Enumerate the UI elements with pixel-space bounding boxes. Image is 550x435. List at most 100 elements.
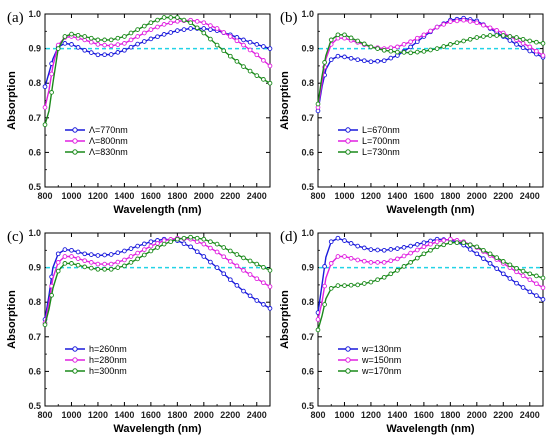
series-point (448, 19, 453, 24)
series-point (128, 254, 134, 259)
series-point (408, 260, 413, 265)
series-point (520, 45, 526, 51)
series-point (241, 268, 246, 273)
series-point (421, 32, 427, 38)
series-point (115, 265, 121, 270)
series-point (128, 44, 134, 50)
series-point (42, 105, 48, 110)
series-point (461, 38, 466, 44)
series-point (514, 280, 519, 286)
series-point (88, 39, 94, 45)
series-point (128, 260, 134, 265)
series-point (148, 243, 154, 249)
series-point (520, 273, 526, 279)
series-point (82, 47, 88, 53)
series-point (175, 236, 180, 242)
x-axis-title: Wavelength (nm) (386, 204, 475, 216)
y-tick-label: 0.7 (28, 113, 41, 123)
series-point (201, 236, 207, 242)
series-point (108, 43, 114, 49)
series-point (188, 234, 193, 240)
series-point (55, 260, 61, 265)
panel-label: (c) (7, 229, 24, 245)
series-point (342, 54, 347, 60)
series-point (49, 71, 54, 77)
plot-frame (44, 13, 271, 188)
y-tick-label: 0.5 (301, 401, 314, 411)
series-point (388, 55, 394, 61)
series-point (461, 17, 466, 23)
series-point (355, 38, 361, 44)
series-point (175, 18, 180, 24)
y-tick-label: 0.5 (301, 182, 314, 192)
x-tick-label: 1400 (387, 191, 407, 201)
x-tick-label: 2000 (467, 410, 487, 420)
x-axis-title: Wavelength (nm) (386, 423, 475, 435)
series-point (408, 250, 413, 256)
series-point (221, 271, 227, 277)
series-point (148, 36, 154, 42)
series-point (514, 35, 519, 40)
series-point (155, 17, 160, 23)
series-point (95, 37, 101, 43)
series-point (102, 252, 107, 258)
y-tick-label: 1.0 (28, 228, 41, 238)
series-point (368, 260, 374, 265)
y-tick-label: 0.7 (28, 332, 41, 342)
series-point (388, 258, 394, 264)
x-tick-label: 2400 (247, 191, 267, 201)
legend-label: h=280nm (89, 355, 127, 365)
series-point (421, 49, 427, 54)
series-point (540, 275, 546, 281)
series-point (155, 34, 160, 40)
series-point (214, 26, 220, 31)
series-point (267, 46, 273, 51)
series-point (355, 57, 361, 63)
series-point (467, 36, 473, 42)
series-point (247, 39, 253, 45)
series-point (414, 247, 420, 253)
chart-panel: (b) 0.5 0.6 0.7 0.8 0.9 1.0 800 1000 1200 1400 1600… (279, 9, 546, 216)
series-point (201, 20, 207, 26)
series-point (247, 272, 253, 277)
series-point (221, 30, 227, 35)
panel-label: (d) (280, 229, 298, 245)
series-point (122, 41, 127, 46)
series-point (214, 265, 220, 270)
series-point (49, 292, 54, 298)
series-point (368, 247, 374, 252)
series-point (42, 322, 48, 328)
series-point (348, 282, 354, 288)
series-point (361, 281, 367, 286)
x-tick-label: 800 (310, 410, 325, 420)
series-point (342, 283, 347, 288)
series-point (135, 250, 140, 256)
series-point (527, 271, 533, 277)
series-point (421, 251, 427, 257)
series-point (487, 261, 493, 266)
series-point (108, 52, 114, 57)
series-point (247, 258, 253, 264)
series-point (75, 249, 81, 255)
series-point (322, 302, 327, 307)
series-point (322, 283, 327, 289)
series-point (254, 73, 260, 78)
series-point (395, 44, 400, 50)
series-point (122, 47, 127, 53)
series-point (540, 53, 546, 58)
series-point (181, 17, 187, 23)
series-point (69, 31, 74, 37)
series-point (135, 256, 140, 262)
legend-label: Λ=770nm (89, 125, 128, 135)
series-point (227, 34, 233, 39)
series-point (214, 241, 220, 247)
x-tick-label: 1400 (114, 191, 134, 201)
series-point (254, 298, 260, 303)
series-point (69, 261, 74, 266)
series-point (241, 288, 246, 294)
series-point (168, 239, 174, 245)
series-point (55, 251, 61, 257)
series-point (481, 22, 486, 28)
legend-label: h=300nm (89, 366, 127, 376)
series-point (234, 59, 240, 64)
